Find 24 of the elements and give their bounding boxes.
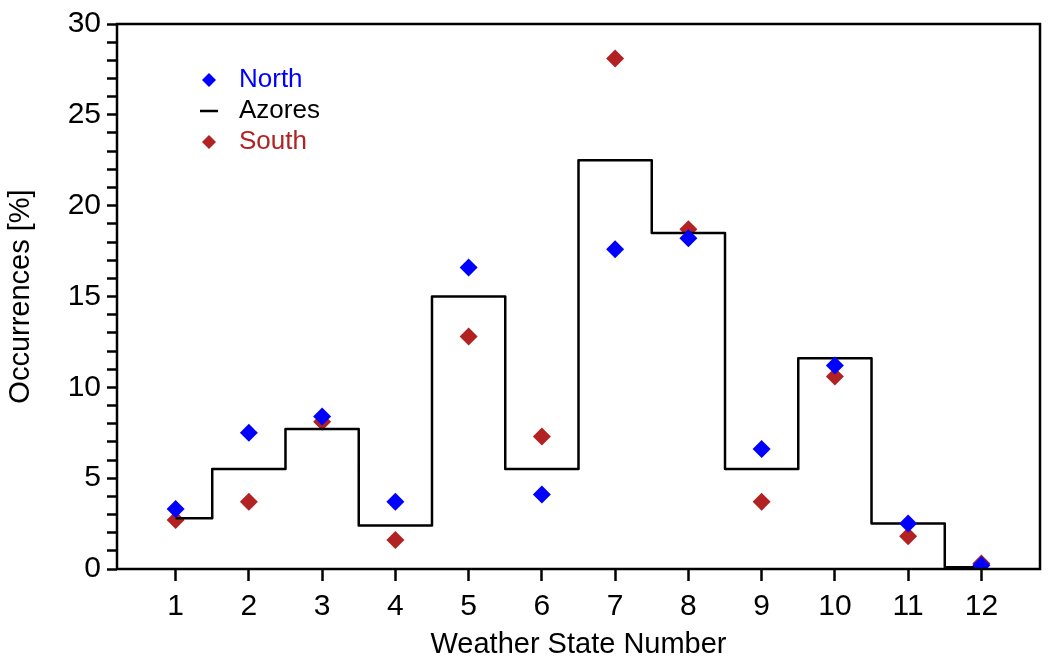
x-tick-label: 3: [313, 588, 331, 622]
x-tick-label: 12: [964, 588, 999, 622]
legend-label: Azores: [239, 94, 320, 125]
x-tick-label: 4: [387, 588, 404, 622]
x-tick-label: 8: [680, 588, 697, 622]
y-tick-label: 0: [84, 550, 101, 584]
x-axis-title: Weather State Number: [430, 626, 727, 659]
x-tick-label: 11: [892, 588, 924, 622]
x-tick-label: 10: [818, 588, 852, 622]
y-axis-title: Occurrences [%]: [3, 189, 36, 404]
x-tick-label: 7: [606, 588, 624, 622]
y-tick-label: 30: [67, 5, 101, 39]
y-tick-label: 20: [67, 186, 101, 220]
x-tick-label: 5: [460, 588, 477, 622]
x-tick-label: 9: [753, 588, 770, 622]
y-tick-label: 15: [67, 277, 101, 311]
y-tick-label: 10: [67, 368, 101, 402]
x-tick-label: 6: [533, 588, 551, 622]
x-tick-label: 2: [240, 588, 258, 622]
legend-label: North: [239, 63, 303, 94]
y-tick-label: 5: [84, 459, 101, 493]
legend-label: South: [239, 125, 307, 156]
y-tick-label: 25: [67, 96, 101, 130]
x-tick-label: 1: [167, 588, 184, 622]
